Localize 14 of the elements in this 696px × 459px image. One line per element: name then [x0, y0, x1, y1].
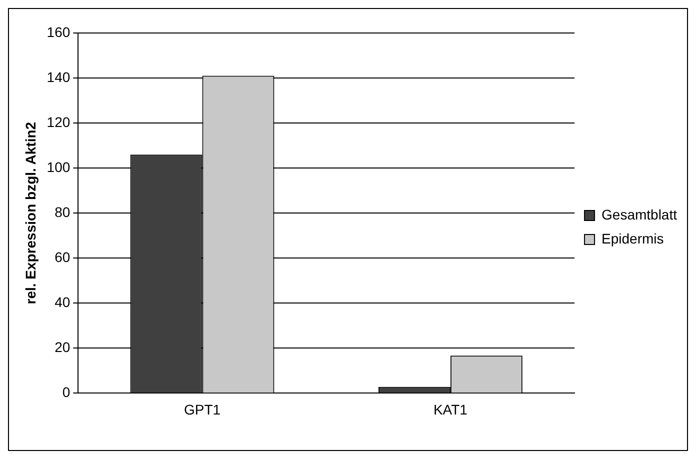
y-tick-label: 120 — [46, 114, 70, 130]
y-tick-label: 160 — [46, 24, 70, 40]
y-tick-label: 0 — [62, 384, 70, 400]
x-tick-label: KAT1 — [433, 401, 468, 418]
y-tick-label: 140 — [46, 68, 70, 85]
y-tick-label: 40 — [54, 294, 70, 310]
y-tick-label: 60 — [54, 248, 70, 265]
y-axis-title: rel. Expression bzgl. Aktin2 — [22, 122, 38, 304]
x-tick-label: GPT1 — [184, 401, 221, 418]
legend-label: Gesamtblatt — [602, 206, 678, 222]
y-tick-label: 20 — [54, 339, 70, 356]
y-tick-label: 100 — [46, 158, 70, 175]
legend-label: Epidermis — [602, 230, 664, 246]
y-tick-label: 80 — [54, 204, 70, 220]
